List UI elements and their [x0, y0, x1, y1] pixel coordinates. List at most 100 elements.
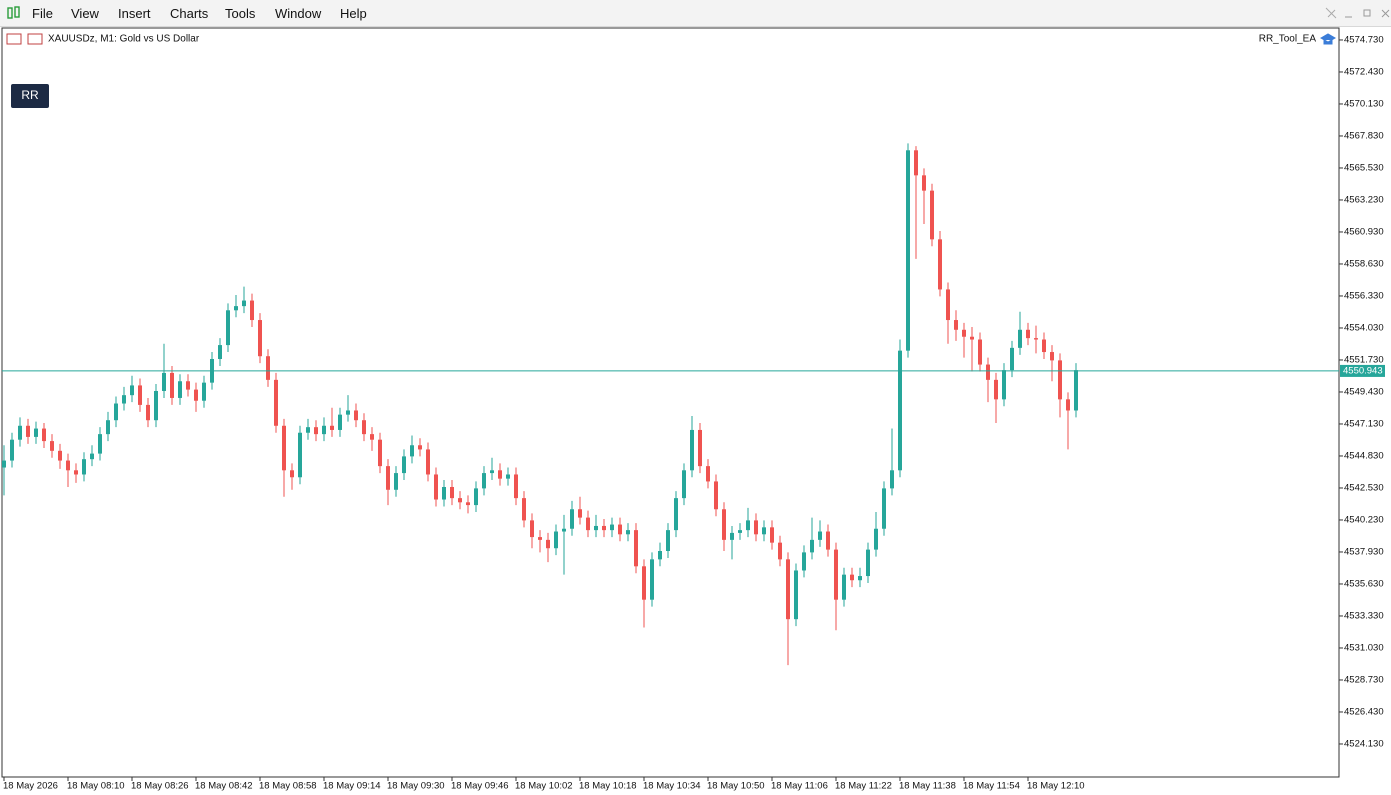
y-tick-label: 4524.130 — [1344, 738, 1384, 749]
candle-body — [946, 289, 950, 321]
y-tick-label: 4540.230 — [1344, 514, 1384, 525]
candle-body — [354, 410, 358, 421]
chart-frame — [1, 27, 1340, 778]
x-tick-label: 18 May 11:22 — [835, 781, 892, 792]
candle-body — [66, 460, 70, 471]
candle-body — [786, 559, 790, 620]
candle-body — [42, 428, 46, 442]
x-tick-label: 18 May 08:26 — [131, 781, 189, 792]
menu-item[interactable]: File — [32, 6, 53, 21]
y-tick-label: 4544.830 — [1344, 450, 1384, 461]
candle-body — [18, 425, 22, 440]
candle-body — [370, 434, 374, 440]
menu-item[interactable]: Help — [340, 6, 367, 21]
current-price-box — [1340, 364, 1385, 377]
candle-body — [826, 531, 830, 550]
chart-icon — [6, 33, 22, 45]
candle-body — [1026, 329, 1030, 339]
candle-body — [954, 320, 958, 330]
candle-body — [890, 470, 894, 489]
x-tick-label: 18 May 11:06 — [771, 781, 828, 792]
x-tick-label: 18 May 09:46 — [451, 781, 509, 792]
candle-body — [146, 404, 150, 421]
chart: XAUUSDz, M1: Gold vs US Dollar RR_Tool_E… — [1, 27, 1385, 792]
menu-bar: File View Insert Charts Tools Window Hel… — [0, 0, 1391, 27]
y-tick-label: 4542.530 — [1344, 482, 1384, 493]
candle-body — [298, 432, 302, 478]
candle-body — [858, 576, 862, 581]
candle-body — [2, 460, 6, 468]
candle-body — [626, 530, 630, 535]
candle-body — [482, 473, 486, 489]
candle-body — [922, 175, 926, 191]
candle-body — [362, 420, 366, 435]
candle-body — [450, 486, 454, 499]
candle-body — [746, 520, 750, 531]
candle-body — [162, 372, 166, 391]
rr-button-label[interactable]: RR — [21, 88, 39, 102]
candle-body — [74, 470, 78, 475]
menu-item[interactable]: Window — [275, 6, 322, 21]
candle-body — [594, 525, 598, 531]
menu-item[interactable]: Insert — [118, 6, 151, 21]
candle-body — [442, 486, 446, 500]
candle-body — [1050, 352, 1054, 361]
candle-body — [402, 456, 406, 474]
x-tick-label: 18 May 10:50 — [707, 781, 765, 792]
candle-body — [874, 528, 878, 550]
candle-body — [498, 470, 502, 479]
candle-body — [642, 566, 646, 600]
candle-body — [466, 502, 470, 506]
candle-body — [850, 574, 854, 581]
candle-body — [394, 473, 398, 490]
candle-body — [202, 382, 206, 401]
candle-body — [194, 389, 198, 401]
candle-body — [82, 459, 86, 475]
menu-item[interactable]: Charts — [170, 6, 209, 21]
y-tick-label: 4567.830 — [1344, 130, 1384, 141]
candle-body — [106, 420, 110, 435]
window-controls[interactable] — [1320, 4, 1390, 24]
candle-body — [634, 530, 638, 567]
candle-body — [506, 474, 510, 479]
x-tick-label: 18 May 2026 — [3, 781, 58, 792]
candle-body — [706, 466, 710, 482]
candle-body — [602, 525, 606, 531]
candle-body — [186, 381, 190, 390]
candle-body — [26, 425, 30, 437]
chart-icon — [27, 33, 43, 45]
menu-item[interactable]: Tools — [225, 6, 256, 21]
expert-name: RR_Tool_EA — [1259, 34, 1317, 45]
candle-body — [274, 379, 278, 426]
x-tick-label: 18 May 08:58 — [259, 781, 317, 792]
candle-body — [762, 527, 766, 535]
x-tick-label: 18 May 10:18 — [579, 781, 637, 792]
candle-body — [906, 150, 910, 351]
candle-body — [914, 150, 918, 176]
candle-body — [490, 470, 494, 474]
candle-body — [474, 488, 478, 506]
candle-body — [738, 530, 742, 533]
candle-body — [546, 539, 550, 549]
candle-body — [794, 570, 798, 620]
candle-body — [114, 403, 118, 421]
candle-body — [554, 531, 558, 549]
candle-body — [378, 439, 382, 467]
candle-body — [410, 445, 414, 457]
candle-body — [650, 559, 654, 600]
x-tick-label: 18 May 09:30 — [387, 781, 445, 792]
candle-body — [266, 356, 270, 380]
candle-body — [1066, 399, 1070, 411]
y-tick-label: 4533.330 — [1344, 610, 1384, 621]
candle-body — [282, 425, 286, 471]
y-tick-label: 4531.030 — [1344, 642, 1384, 653]
rr-button[interactable] — [11, 84, 49, 108]
y-tick-label: 4570.130 — [1344, 98, 1384, 109]
candle-body — [346, 410, 350, 415]
candle-body — [730, 532, 734, 540]
menu-item[interactable]: View — [71, 6, 99, 21]
candle-body — [1034, 338, 1038, 340]
x-tick-label: 18 May 08:10 — [67, 781, 125, 792]
candle-body — [250, 300, 254, 321]
candle-body — [50, 441, 54, 451]
